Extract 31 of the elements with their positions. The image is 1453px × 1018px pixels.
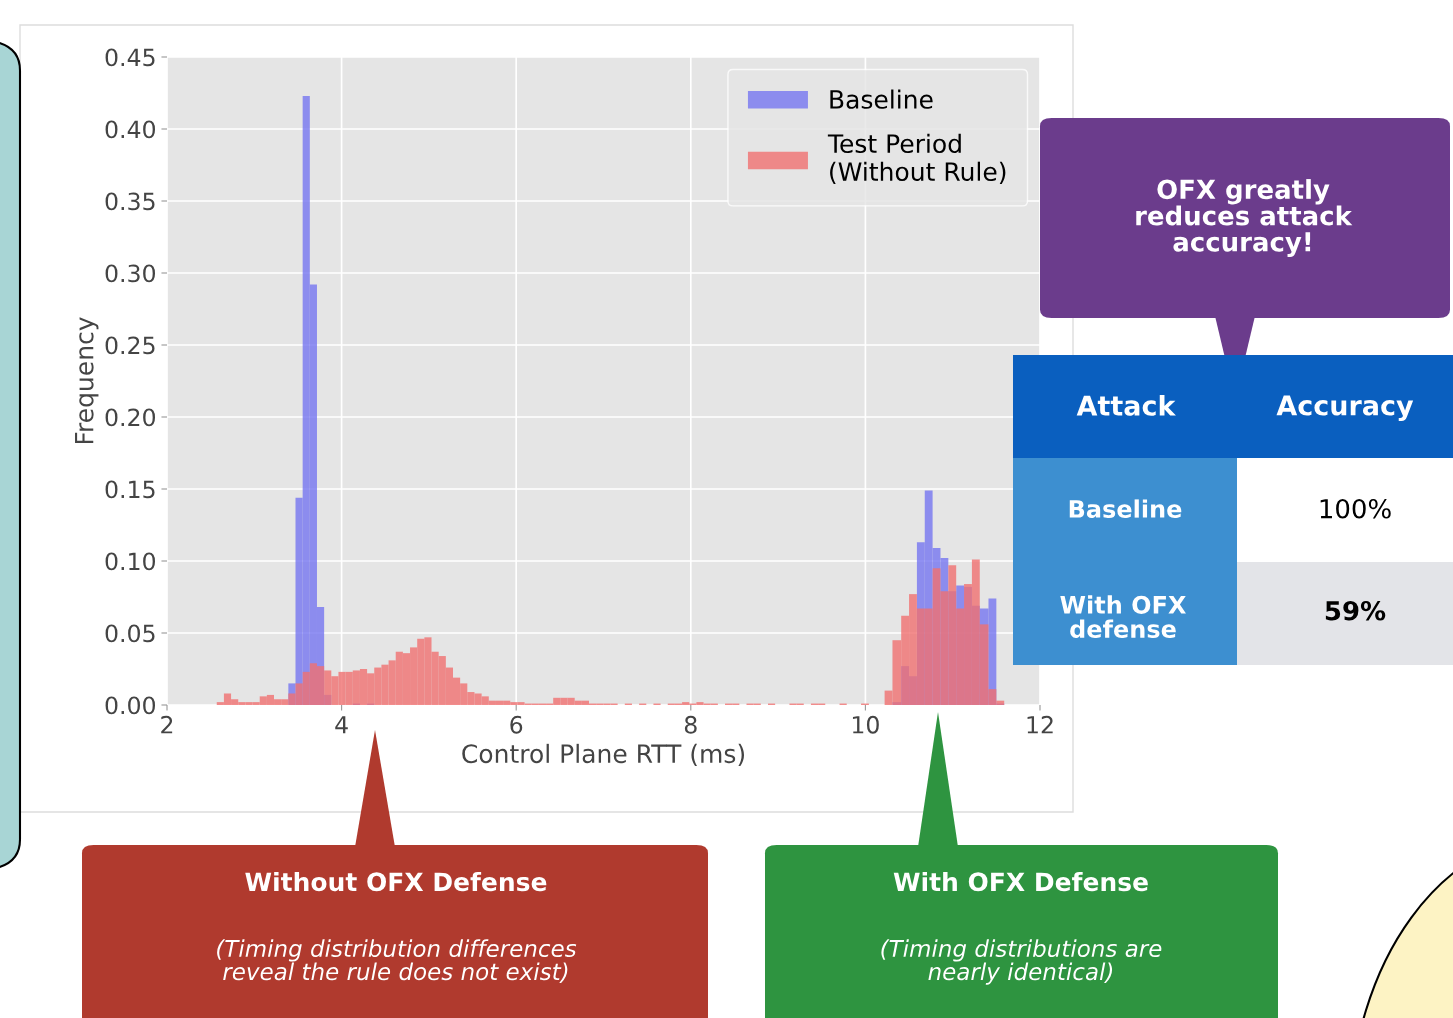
text: (Timing distributions are nearly identical) bbox=[881, 939, 1162, 985]
text: With OFX defense bbox=[1060, 595, 1186, 639]
text: Baseline bbox=[1069, 499, 1182, 518]
x-tick-label: 6 bbox=[510, 715, 523, 734]
y-tick-label: 0.40 bbox=[105, 120, 156, 139]
text: Attack bbox=[1076, 394, 1176, 416]
y-axis-title: Frequency bbox=[75, 317, 99, 444]
y-tick-label: 0.15 bbox=[105, 480, 155, 499]
legend-label: Test Period (Without Rule) bbox=[827, 133, 1006, 184]
x-tick-label: 12 bbox=[1027, 715, 1053, 734]
text: Accuracy bbox=[1276, 395, 1414, 422]
x-tick-label: 8 bbox=[684, 715, 697, 734]
x-axis-title: Control Plane RTT (ms) bbox=[462, 743, 745, 767]
y-tick-label: 0.35 bbox=[105, 192, 155, 211]
legend-label: Baseline bbox=[830, 89, 933, 109]
y-tick-label: 0.20 bbox=[105, 408, 156, 427]
y-tick-label: 0.10 bbox=[105, 552, 156, 571]
y-tick-label: 0.05 bbox=[105, 624, 155, 643]
text: (Timing distribution differences reveal the rule does not exist) bbox=[217, 939, 577, 983]
y-tick-label: 0.25 bbox=[105, 336, 155, 355]
x-tick-label: 10 bbox=[852, 715, 879, 734]
text: 59% bbox=[1325, 600, 1386, 621]
x-tick-label: 2 bbox=[161, 715, 173, 734]
text: OFX greatly reduces attack accuracy! bbox=[1136, 179, 1353, 257]
text: Without OFX Defense bbox=[245, 871, 547, 892]
y-tick-label: 0.30 bbox=[105, 264, 156, 283]
text: With OFX Defense bbox=[893, 871, 1148, 892]
text: 100% bbox=[1320, 498, 1391, 519]
y-tick-label: 0.00 bbox=[105, 696, 156, 715]
y-tick-label: 0.45 bbox=[105, 48, 155, 67]
x-tick-label: 4 bbox=[335, 716, 348, 734]
